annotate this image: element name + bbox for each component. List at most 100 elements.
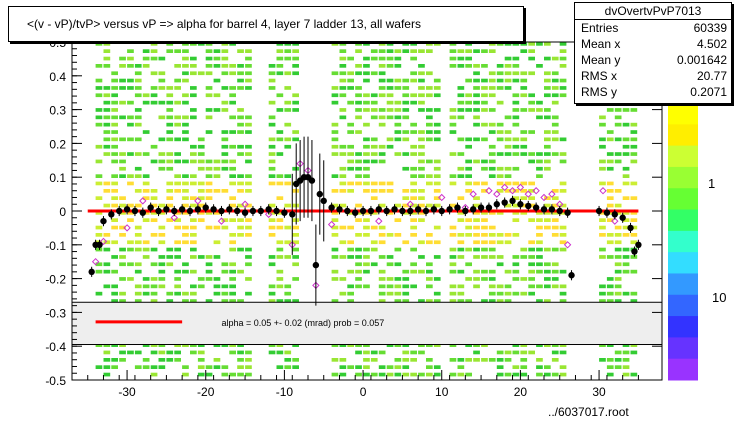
fill-cell bbox=[213, 240, 221, 245]
fill-cell bbox=[426, 269, 433, 274]
fill-cell bbox=[363, 365, 370, 369]
fill-cell bbox=[630, 137, 638, 142]
fill-cell bbox=[205, 93, 213, 98]
fill-cell bbox=[331, 71, 339, 76]
fill-cell bbox=[276, 343, 284, 347]
fill-cell bbox=[394, 291, 402, 296]
fill-cell bbox=[622, 269, 630, 274]
fill-cell bbox=[292, 218, 299, 222]
fill-cell bbox=[488, 130, 496, 134]
fill-cell bbox=[606, 284, 614, 289]
fill-cell bbox=[229, 159, 236, 164]
fill-cell bbox=[481, 86, 488, 90]
fill-cell bbox=[512, 218, 520, 222]
fill-cell bbox=[426, 71, 433, 76]
fill-cell bbox=[103, 350, 111, 355]
fill-cell bbox=[190, 233, 197, 237]
fill-cell bbox=[190, 196, 197, 200]
fill-cell bbox=[402, 93, 410, 98]
open-marker bbox=[217, 217, 226, 225]
fill-cell bbox=[221, 86, 229, 90]
fill-cell bbox=[402, 152, 410, 156]
fill-cell bbox=[488, 225, 496, 230]
fill-cell bbox=[166, 166, 174, 171]
fill-cell bbox=[245, 262, 252, 267]
fill-cell bbox=[174, 284, 181, 289]
fill-cell bbox=[433, 372, 441, 377]
fill-cell bbox=[221, 144, 229, 149]
fill-cell bbox=[197, 166, 205, 171]
fill-cell bbox=[166, 299, 174, 303]
fill-cell bbox=[284, 174, 292, 178]
fill-cell bbox=[544, 365, 551, 369]
fill-cell bbox=[536, 299, 543, 303]
fill-cell bbox=[355, 365, 362, 369]
fill-cell bbox=[630, 108, 638, 112]
fill-cell bbox=[622, 365, 630, 369]
fill-cell bbox=[394, 365, 402, 369]
color-scale-segment bbox=[668, 166, 698, 189]
fill-cell bbox=[418, 196, 425, 200]
fill-cell bbox=[473, 49, 480, 53]
fill-cell bbox=[111, 100, 118, 105]
fill-cell bbox=[245, 144, 252, 149]
fill-cell bbox=[504, 130, 512, 134]
fill-cell bbox=[111, 152, 118, 156]
fill-cell bbox=[119, 196, 126, 200]
fill-cell bbox=[347, 255, 354, 259]
fill-cell bbox=[245, 365, 252, 369]
fill-cell bbox=[630, 122, 638, 127]
fill-cell bbox=[190, 108, 197, 112]
fill-cell bbox=[103, 122, 111, 127]
fill-cell bbox=[465, 159, 472, 164]
fill-cell bbox=[410, 56, 417, 61]
fill-cell bbox=[237, 233, 244, 237]
fill-cell bbox=[339, 115, 347, 120]
fill-cell bbox=[229, 100, 236, 105]
fill-cell bbox=[551, 100, 559, 105]
fill-cell bbox=[158, 350, 166, 355]
fill-cell bbox=[237, 64, 244, 68]
fill-cell bbox=[229, 166, 236, 171]
fill-cell bbox=[284, 181, 292, 186]
fill-cell bbox=[182, 100, 189, 105]
fill-cell bbox=[410, 174, 417, 178]
open-marker bbox=[524, 190, 532, 198]
fill-cell bbox=[355, 284, 362, 289]
fill-cell bbox=[355, 86, 362, 90]
fill-cell bbox=[221, 56, 229, 61]
profile-point bbox=[218, 207, 225, 215]
fill-cell bbox=[622, 122, 630, 127]
fill-cell bbox=[174, 291, 181, 296]
fill-cell bbox=[544, 211, 551, 215]
fill-cell bbox=[465, 144, 472, 149]
profile-point bbox=[446, 206, 453, 213]
fill-cell bbox=[268, 152, 276, 156]
profile-point bbox=[517, 201, 524, 208]
fill-cell bbox=[331, 343, 339, 347]
fill-cell bbox=[606, 130, 614, 134]
fill-cell bbox=[174, 358, 181, 362]
fill-cell bbox=[504, 78, 512, 83]
fill-cell bbox=[370, 159, 378, 164]
fill-cell bbox=[103, 240, 111, 245]
fill-cell bbox=[402, 343, 410, 347]
fill-cell bbox=[237, 181, 244, 186]
fill-cell bbox=[528, 159, 535, 164]
fill-cell bbox=[276, 218, 284, 222]
fill-cell bbox=[166, 49, 174, 53]
fill-cell bbox=[378, 299, 386, 303]
open-marker bbox=[170, 214, 178, 222]
fill-cell bbox=[119, 86, 126, 90]
fill-cell bbox=[229, 218, 236, 222]
fill-cell bbox=[158, 100, 166, 105]
fill-cell bbox=[190, 225, 197, 230]
fill-cell bbox=[457, 115, 465, 120]
fill-cell bbox=[551, 225, 559, 230]
fill-cell bbox=[134, 269, 142, 274]
fill-cell bbox=[213, 49, 221, 53]
fill-cell bbox=[237, 225, 244, 230]
fill-cell bbox=[150, 93, 158, 98]
fill-cell bbox=[205, 262, 213, 267]
open-marker bbox=[123, 224, 131, 232]
